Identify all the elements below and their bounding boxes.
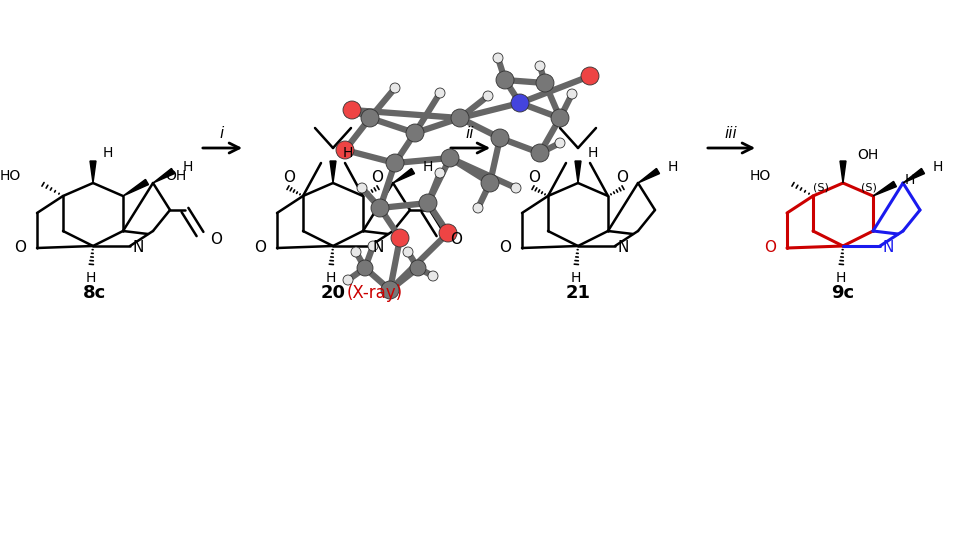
- Circle shape: [483, 91, 493, 101]
- Text: H: H: [103, 146, 113, 160]
- Circle shape: [368, 241, 378, 251]
- Circle shape: [371, 199, 389, 217]
- Circle shape: [336, 141, 354, 159]
- Text: H: H: [588, 146, 598, 160]
- Text: 20: 20: [320, 284, 346, 302]
- Circle shape: [435, 168, 445, 178]
- Circle shape: [357, 183, 367, 193]
- Circle shape: [343, 101, 361, 119]
- Text: N: N: [132, 241, 144, 255]
- Text: O: O: [528, 170, 540, 186]
- Circle shape: [535, 61, 545, 71]
- Polygon shape: [153, 168, 175, 183]
- Text: ii: ii: [466, 127, 474, 141]
- Text: H: H: [183, 160, 193, 174]
- Polygon shape: [393, 168, 414, 183]
- Circle shape: [390, 83, 400, 93]
- Circle shape: [531, 144, 549, 162]
- Text: H: H: [668, 160, 678, 174]
- Text: O: O: [764, 239, 776, 254]
- Circle shape: [491, 129, 509, 147]
- Text: i: i: [220, 127, 224, 141]
- Circle shape: [439, 224, 457, 242]
- Circle shape: [567, 89, 577, 99]
- Text: N: N: [372, 241, 384, 255]
- Circle shape: [403, 247, 413, 257]
- Circle shape: [357, 260, 373, 276]
- Circle shape: [441, 149, 459, 167]
- Circle shape: [410, 260, 426, 276]
- Circle shape: [351, 247, 361, 257]
- Text: O: O: [616, 170, 628, 186]
- Text: H: H: [423, 160, 434, 174]
- Circle shape: [428, 271, 438, 281]
- Circle shape: [496, 71, 514, 89]
- Text: HO: HO: [749, 169, 771, 183]
- Text: OH: OH: [857, 148, 878, 162]
- Text: O: O: [254, 239, 266, 254]
- Text: N: N: [617, 241, 628, 255]
- Text: 21: 21: [566, 284, 590, 302]
- Text: O: O: [371, 170, 383, 186]
- Circle shape: [381, 281, 399, 299]
- Circle shape: [435, 88, 445, 98]
- Circle shape: [473, 203, 483, 213]
- Circle shape: [406, 124, 424, 142]
- Text: (S): (S): [813, 183, 828, 193]
- Text: (S): (S): [861, 183, 877, 193]
- Circle shape: [481, 174, 499, 192]
- Text: H: H: [905, 173, 915, 187]
- Circle shape: [391, 229, 409, 247]
- Text: 9c: 9c: [831, 284, 855, 302]
- Text: OH: OH: [165, 169, 187, 183]
- Circle shape: [343, 275, 353, 285]
- Text: N: N: [882, 241, 894, 255]
- Polygon shape: [840, 161, 846, 183]
- Text: O: O: [14, 239, 26, 254]
- Text: H: H: [86, 271, 96, 285]
- Text: 8c: 8c: [83, 284, 106, 302]
- Polygon shape: [90, 161, 96, 183]
- Text: O: O: [499, 239, 511, 254]
- Text: O: O: [450, 231, 462, 247]
- Circle shape: [536, 74, 554, 92]
- Polygon shape: [575, 161, 581, 183]
- Polygon shape: [638, 168, 659, 183]
- Text: O: O: [283, 170, 295, 186]
- Circle shape: [419, 194, 437, 212]
- Circle shape: [555, 138, 565, 148]
- Circle shape: [581, 67, 599, 85]
- Polygon shape: [123, 179, 149, 196]
- Text: (X-ray): (X-ray): [347, 284, 404, 302]
- Polygon shape: [903, 168, 924, 183]
- Circle shape: [361, 109, 379, 127]
- Text: H: H: [933, 160, 944, 174]
- Circle shape: [493, 53, 503, 63]
- Text: H: H: [343, 146, 354, 160]
- Circle shape: [551, 109, 569, 127]
- Text: iii: iii: [725, 127, 738, 141]
- Text: H: H: [835, 271, 846, 285]
- Text: O: O: [210, 231, 222, 247]
- Text: H: H: [571, 271, 581, 285]
- Circle shape: [451, 109, 469, 127]
- Polygon shape: [873, 181, 897, 196]
- Circle shape: [511, 94, 529, 112]
- Text: H: H: [325, 271, 336, 285]
- Circle shape: [511, 183, 521, 193]
- Text: HO: HO: [0, 169, 21, 183]
- Polygon shape: [330, 161, 336, 183]
- Circle shape: [386, 154, 404, 172]
